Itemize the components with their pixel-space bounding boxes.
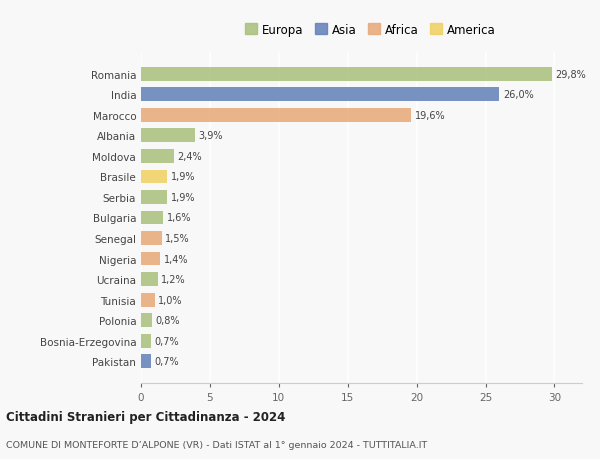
Text: 1,2%: 1,2%	[161, 274, 185, 285]
Text: COMUNE DI MONTEFORTE D’ALPONE (VR) - Dati ISTAT al 1° gennaio 2024 - TUTTITALIA.: COMUNE DI MONTEFORTE D’ALPONE (VR) - Dat…	[6, 441, 427, 449]
Text: 2,4%: 2,4%	[178, 151, 202, 162]
Legend: Europa, Asia, Africa, America: Europa, Asia, Africa, America	[241, 19, 500, 41]
Text: 0,7%: 0,7%	[154, 336, 179, 346]
Text: 0,8%: 0,8%	[155, 315, 180, 325]
Text: 3,9%: 3,9%	[198, 131, 223, 141]
Text: 0,7%: 0,7%	[154, 356, 179, 366]
Text: 19,6%: 19,6%	[415, 111, 445, 121]
Bar	[141, 88, 499, 102]
Bar	[141, 231, 161, 246]
Text: 1,4%: 1,4%	[164, 254, 188, 264]
Bar	[141, 354, 151, 368]
Text: 1,9%: 1,9%	[170, 172, 195, 182]
Bar	[141, 334, 151, 348]
Text: 29,8%: 29,8%	[555, 70, 586, 80]
Bar	[141, 150, 174, 163]
Bar	[141, 211, 163, 225]
Bar	[141, 252, 160, 266]
Bar	[141, 109, 411, 123]
Text: 1,9%: 1,9%	[170, 193, 195, 202]
Bar	[141, 273, 158, 286]
Text: Cittadini Stranieri per Cittadinanza - 2024: Cittadini Stranieri per Cittadinanza - 2…	[6, 410, 286, 423]
Bar	[141, 293, 155, 307]
Bar	[141, 190, 167, 205]
Text: 26,0%: 26,0%	[503, 90, 533, 100]
Bar	[141, 129, 195, 143]
Text: 1,0%: 1,0%	[158, 295, 183, 305]
Text: 1,6%: 1,6%	[166, 213, 191, 223]
Bar	[141, 170, 167, 184]
Bar	[141, 68, 551, 82]
Bar	[141, 313, 152, 327]
Text: 1,5%: 1,5%	[165, 234, 190, 243]
